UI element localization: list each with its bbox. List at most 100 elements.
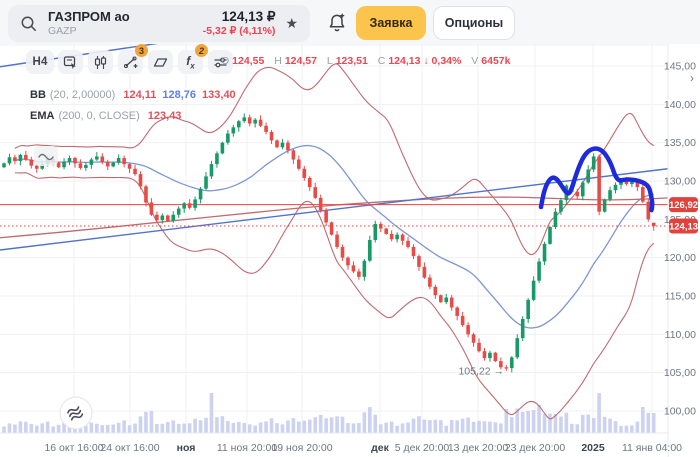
bb-upper-band xyxy=(14,63,655,256)
volume-bar xyxy=(482,421,487,433)
volume-bar xyxy=(559,416,563,433)
volume-bar xyxy=(302,420,307,433)
bb-lower-band xyxy=(14,172,655,420)
time-axis-label: 11 ноя 20:00 xyxy=(217,442,277,454)
volume-bar xyxy=(269,418,274,433)
candle-body xyxy=(553,211,558,227)
legend-ema[interactable]: EMA (200, 0, CLOSE) 123,43 xyxy=(30,110,187,122)
volume-bar xyxy=(18,421,23,433)
candle-body xyxy=(548,227,552,244)
volume-bar xyxy=(144,411,148,433)
candle-body xyxy=(373,223,378,241)
drawings-count-badge: 3 xyxy=(135,44,148,57)
time-axis-zone[interactable] xyxy=(0,433,700,457)
alert-bell-icon[interactable] xyxy=(326,12,348,34)
favorite-star-icon[interactable]: ★ xyxy=(285,15,298,31)
price-axis-label: 105,00 xyxy=(664,367,696,379)
ohlc-label: L xyxy=(326,55,333,67)
volume-bar xyxy=(455,420,459,433)
candle-body xyxy=(40,164,45,169)
axis-collapse-chevron[interactable]: › xyxy=(690,71,694,85)
candle-body xyxy=(242,117,247,122)
ohlc-readout: O 124,55 H 124,57 L 123,51 C 124,13 ↓ 0,34% … xyxy=(214,55,510,67)
candle-body xyxy=(318,197,323,211)
candle-body xyxy=(2,163,6,168)
candle-body xyxy=(368,240,372,261)
volume-bar xyxy=(520,412,525,433)
volume-bar xyxy=(236,421,241,433)
volume-bar xyxy=(171,420,176,433)
volume-bar xyxy=(111,424,115,433)
volume-bar xyxy=(264,421,268,433)
candle-body xyxy=(231,127,236,134)
indicator-value: 123,43 xyxy=(147,110,182,122)
price-badge-value: 124,13 xyxy=(669,222,698,233)
volume-bar xyxy=(182,423,186,433)
volume-bar xyxy=(433,419,438,433)
volume-bar xyxy=(635,421,640,433)
ohlc-label: V xyxy=(471,55,479,67)
volume-bar xyxy=(580,414,585,433)
options-button[interactable]: Опционы xyxy=(433,6,515,40)
chart-toolbar: H4 3 xyxy=(0,44,700,76)
candle-body xyxy=(18,154,23,162)
volume-bar xyxy=(329,417,334,433)
hand-drawn-annotation[interactable] xyxy=(538,146,655,213)
volume-bar xyxy=(526,411,530,433)
volume-bar xyxy=(641,407,645,433)
layout-settings-button[interactable] xyxy=(58,50,83,74)
candlestick-icon xyxy=(94,55,107,69)
indicator-value: 124,11 xyxy=(123,89,157,101)
candle-body xyxy=(122,158,126,165)
timeframe-button[interactable]: H4 xyxy=(26,50,54,74)
volume-bar xyxy=(417,416,421,433)
chart-settings-button[interactable] xyxy=(208,50,233,74)
ohlc-value: 6457k xyxy=(481,55,511,67)
candle-body xyxy=(526,299,530,319)
volume-bar xyxy=(395,425,399,433)
volume-bar xyxy=(324,418,328,433)
candle-body xyxy=(619,181,623,185)
order-button[interactable]: Заявка xyxy=(356,6,426,40)
floating-tool-icon[interactable] xyxy=(34,146,58,166)
last-price: 124,13 ₽ xyxy=(221,9,276,25)
candle-body xyxy=(433,286,438,296)
candle-body xyxy=(193,199,197,208)
candle-body xyxy=(466,325,470,335)
shape-tool-button[interactable] xyxy=(148,50,173,74)
price-axis-zone[interactable] xyxy=(668,44,700,457)
volume-bar xyxy=(373,414,378,433)
volume-bar xyxy=(133,423,137,433)
volume-bar xyxy=(280,424,285,433)
candle-body xyxy=(29,159,34,166)
volume-bar xyxy=(602,416,607,433)
volume-bar xyxy=(155,424,159,433)
price-axis-label: 130,00 xyxy=(664,176,696,188)
sliders-icon xyxy=(214,57,227,67)
indicators-button[interactable]: fx 2 xyxy=(178,44,208,74)
candle-body xyxy=(597,156,601,212)
volume-bar xyxy=(226,421,230,433)
volume-bar xyxy=(29,423,34,433)
search-icon[interactable] xyxy=(20,15,38,33)
volume-bar xyxy=(215,417,219,433)
candle-body xyxy=(646,201,651,220)
time-axis-label: 23 дек 20:00 xyxy=(505,442,566,454)
chart-type-button[interactable] xyxy=(88,50,113,74)
volume-bar xyxy=(286,420,290,433)
candle-body xyxy=(155,214,159,221)
volume-bar xyxy=(613,421,618,433)
instrument-card[interactable]: ГАЗПРОМ ао GAZP 124,13 ₽ -5,32 ₽ (4,11%)… xyxy=(8,5,310,42)
volume-bar xyxy=(95,423,99,433)
drawing-tools-button[interactable]: 3 xyxy=(118,44,148,74)
candle-body xyxy=(182,203,186,209)
legend-bollinger[interactable]: BB (20, 2,00000) 124,11 128,76 133,40 xyxy=(30,89,242,101)
candle-body xyxy=(220,142,225,154)
volume-bar xyxy=(493,422,498,433)
candle-body xyxy=(477,342,481,352)
price-badge xyxy=(669,218,698,234)
volume-bar xyxy=(40,423,45,433)
volume-bar xyxy=(553,414,558,433)
